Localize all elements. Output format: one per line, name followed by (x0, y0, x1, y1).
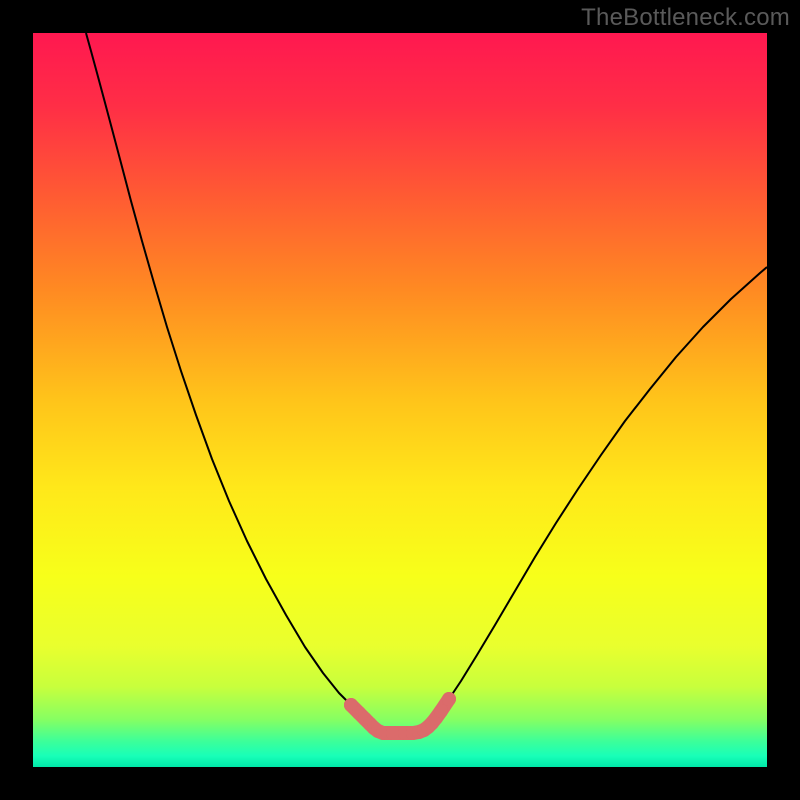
watermark-text: TheBottleneck.com (581, 4, 790, 32)
bottom-highlight-dot (386, 726, 400, 740)
frame-right (767, 0, 800, 800)
plot-area (33, 33, 767, 767)
frame-bottom (0, 767, 800, 800)
gradient-background (33, 33, 767, 767)
bottom-highlight-dot (434, 704, 448, 718)
plot-svg (33, 33, 767, 767)
frame-left (0, 0, 33, 800)
bottom-highlight-dot (442, 692, 456, 706)
stage: TheBottleneck.com (0, 0, 800, 800)
